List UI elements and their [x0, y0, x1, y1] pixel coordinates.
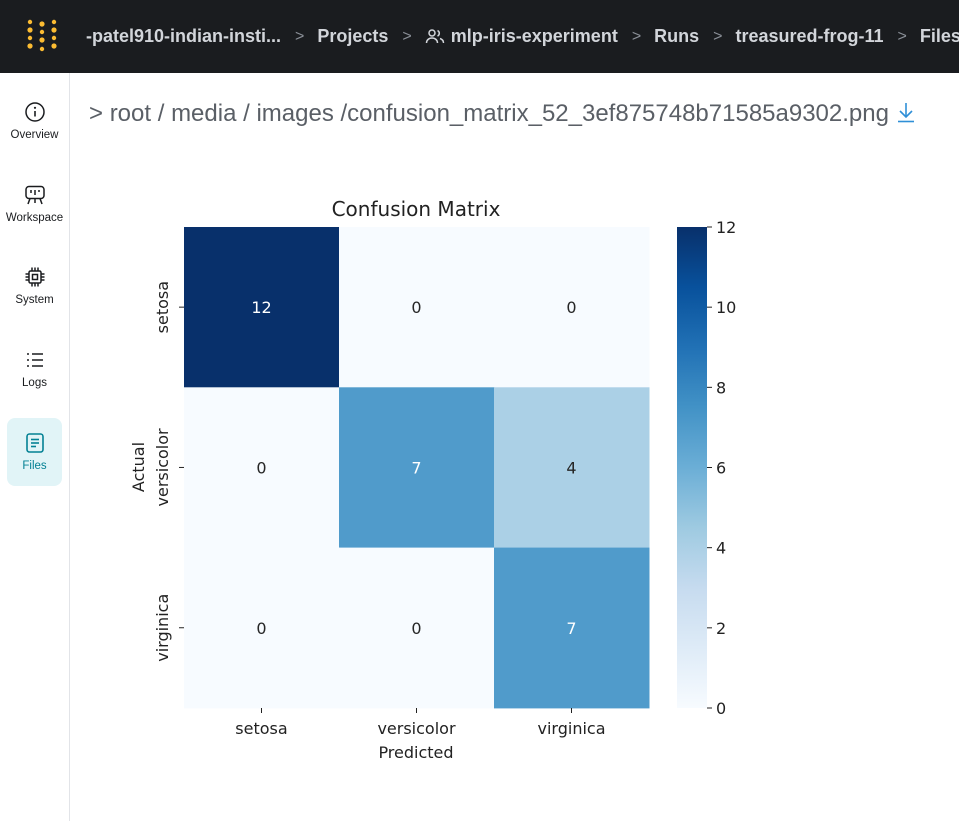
list-icon: [26, 353, 43, 367]
cell-value-label: 7: [411, 458, 421, 477]
path-separator: /: [243, 100, 250, 127]
info-icon: [24, 102, 45, 122]
path-segment-root[interactable]: root: [109, 100, 152, 127]
breadcrumb: -patel910-indian-insti... > Projects > m…: [86, 0, 959, 73]
heatmap-cell: [339, 547, 495, 709]
path-separator: /: [157, 100, 165, 127]
x-axis-label: Predicted: [378, 743, 453, 762]
breadcrumb-run[interactable]: treasured-frog-11: [735, 26, 884, 46]
sidebar-item-label: Workspace: [5, 212, 64, 224]
colorbar-tick-label: 6: [716, 459, 726, 478]
path-segment-images[interactable]: images: [256, 100, 334, 127]
cell-value-label: 7: [566, 619, 576, 638]
colorbar-tick-label: 0: [716, 699, 726, 718]
chart-title: Confusion Matrix: [332, 197, 501, 221]
breadcrumb-files[interactable]: Files: [919, 26, 959, 46]
sidebar-item-label: System: [15, 294, 54, 306]
colorbar-tick-label: 12: [716, 218, 736, 237]
colorbar-tick-label: 8: [716, 378, 726, 397]
heatmap-cell: [494, 227, 650, 388]
sidebar-item-label: Logs: [22, 377, 47, 389]
heatmap-cell: [494, 547, 650, 709]
chevron-right-icon: >: [713, 27, 723, 45]
breadcrumb-project-label: mlp-iris-experiment: [450, 26, 618, 46]
chip-icon: [25, 267, 44, 287]
sidebar-item-system[interactable]: System: [7, 252, 62, 320]
workspace-icon: [24, 185, 45, 205]
breadcrumb-project[interactable]: mlp-iris-experiment: [425, 26, 618, 47]
x-tick-label: virginica: [538, 719, 606, 738]
x-tick-label: setosa: [235, 719, 287, 738]
sidebar-item-label: Files: [22, 460, 47, 472]
heatmap-cell: [339, 387, 495, 549]
path-filename: confusion_matrix_52_3ef875748b71585a9302…: [347, 100, 889, 127]
path-prefix: >: [89, 100, 104, 127]
top-navigation-bar: -patel910-indian-insti... > Projects > m…: [0, 0, 959, 73]
colorbar-tick-label: 2: [716, 619, 726, 638]
sidebar-item-logs[interactable]: Logs: [7, 335, 62, 403]
chevron-right-icon: >: [897, 27, 907, 45]
y-tick-label: versicolor: [153, 428, 172, 506]
wandb-logo-icon[interactable]: [24, 18, 60, 54]
breadcrumb-projects[interactable]: Projects: [317, 26, 389, 46]
colorbar-tick-label: 10: [716, 298, 736, 317]
heatmap-cell: [184, 387, 340, 549]
colorbar-tick-label: 4: [716, 539, 726, 558]
cell-value-label: 12: [251, 298, 271, 317]
sidebar: Overview Workspace System: [0, 73, 70, 821]
breadcrumb-entity[interactable]: -patel910-indian-insti...: [86, 26, 282, 46]
sidebar-item-workspace[interactable]: Workspace: [6, 170, 63, 238]
y-tick-label: setosa: [153, 281, 172, 333]
heatmap-cell: [184, 547, 340, 709]
sidebar-item-overview[interactable]: Overview: [7, 87, 62, 155]
file-path: > root / media / images /confusion_matri…: [89, 100, 916, 128]
y-axis-label: Actual: [129, 442, 148, 492]
file-icon: [25, 433, 44, 453]
cell-value-label: 0: [411, 298, 421, 317]
cell-value-label: 0: [566, 298, 576, 317]
cell-value-label: 0: [411, 619, 421, 638]
team-icon: [425, 29, 445, 44]
heatmap-cell: [494, 387, 650, 549]
sidebar-item-files[interactable]: Files: [7, 418, 62, 486]
cell-value-label: 4: [566, 458, 576, 477]
x-tick-label: versicolor: [377, 719, 455, 738]
path-separator: /: [340, 100, 348, 127]
chevron-right-icon: >: [295, 27, 305, 45]
y-tick-label: virginica: [153, 594, 172, 662]
cell-value-label: 0: [256, 458, 266, 477]
colorbar: [677, 227, 707, 708]
chevron-right-icon: >: [402, 27, 412, 45]
heatmap-cell: [339, 227, 495, 388]
download-icon[interactable]: [896, 101, 916, 123]
heatmap-cell: [184, 227, 340, 388]
path-segment-media[interactable]: media: [171, 100, 237, 127]
sidebar-item-label: Overview: [10, 129, 59, 141]
breadcrumb-runs[interactable]: Runs: [654, 26, 700, 46]
chevron-right-icon: >: [631, 27, 642, 45]
cell-value-label: 0: [256, 619, 266, 638]
